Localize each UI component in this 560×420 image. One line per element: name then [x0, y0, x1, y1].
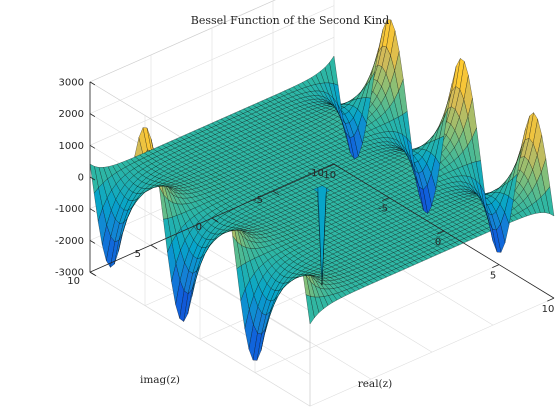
z-tick-label: -1000: [55, 204, 84, 215]
y-tick-label: 10: [67, 276, 80, 287]
z-tick-label: 2000: [59, 109, 84, 120]
z-tick-label: 0: [78, 173, 84, 184]
x-tick: [492, 264, 500, 268]
z-tick-label: -2000: [55, 236, 84, 247]
y-tick: [333, 163, 341, 169]
grid-line: [89, 240, 311, 375]
surface-mesh: [89, 19, 555, 361]
y-tick: [150, 244, 158, 250]
grid-line: [89, 271, 311, 407]
z-tick: [89, 240, 96, 244]
y-tick: [211, 217, 219, 223]
x-tick-label: -10: [320, 170, 336, 181]
x-tick: [547, 297, 555, 302]
y-tick-label: -10: [308, 168, 324, 179]
grid-line: [89, 208, 311, 343]
z-tick: [89, 271, 96, 276]
z-tick: [89, 81, 96, 86]
grid-line: [89, 37, 335, 146]
z-tick: [89, 208, 96, 213]
z-tick: [89, 113, 96, 117]
grid-line: [89, 5, 335, 114]
x-tick-label: 0: [435, 237, 441, 248]
y-axis-label: imag(z): [140, 374, 180, 386]
x-tick: [437, 230, 445, 235]
y-tick: [272, 190, 280, 196]
x-tick-label: 5: [490, 271, 496, 282]
z-tick-label: 3000: [59, 77, 84, 88]
y-tick-label: 0: [196, 222, 202, 233]
z-tick: [89, 144, 96, 149]
z-tick-label: 1000: [59, 141, 84, 152]
z-tick: [89, 176, 96, 181]
y-tick-label: 5: [135, 249, 141, 260]
x-tick: [382, 197, 390, 201]
chart-title: Bessel Function of the Second Kind: [191, 14, 390, 27]
tick-labels: -10 -5 0 5 10 10 5 0 -5 -10 3000 2000 1000 0 -1000 -200…: [55, 77, 554, 315]
z-tick-label: -3000: [55, 268, 84, 279]
x-tick-label: 10: [542, 304, 555, 315]
y-tick-label: -5: [253, 195, 263, 206]
x-axis-label: real(z): [358, 378, 393, 390]
box-edge: [89, 0, 276, 83]
x-tick-label: -5: [378, 204, 388, 215]
x-tick: [327, 163, 335, 168]
axes-box: [89, 81, 555, 302]
surface-patch: [545, 186, 555, 217]
